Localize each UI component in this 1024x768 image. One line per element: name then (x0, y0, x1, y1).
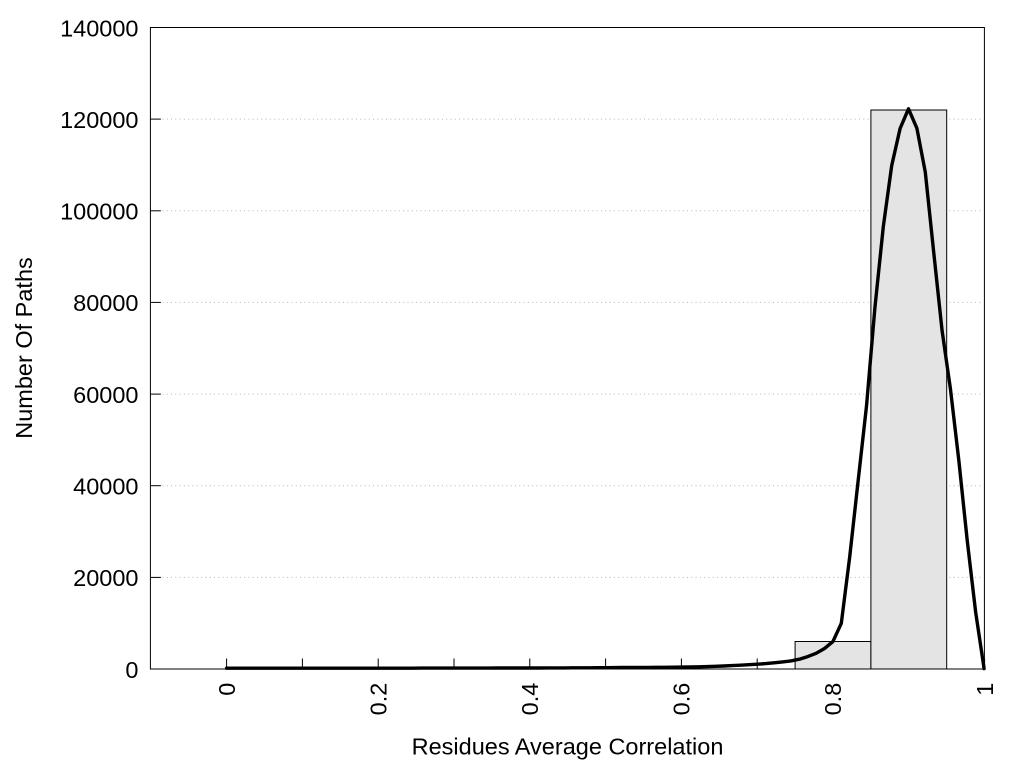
svg-text:Residues Average Correlation: Residues Average Correlation (412, 734, 724, 760)
svg-text:60000: 60000 (73, 382, 138, 408)
svg-text:80000: 80000 (73, 290, 138, 316)
svg-text:Number Of Paths: Number Of Paths (11, 257, 37, 439)
svg-text:0: 0 (125, 657, 138, 683)
svg-text:20000: 20000 (73, 565, 138, 591)
svg-text:0.4: 0.4 (517, 683, 543, 716)
svg-text:120000: 120000 (60, 107, 138, 133)
svg-text:100000: 100000 (60, 199, 138, 225)
svg-text:0.8: 0.8 (820, 683, 846, 716)
svg-text:0.2: 0.2 (365, 683, 391, 716)
svg-text:40000: 40000 (73, 474, 138, 500)
svg-text:0: 0 (214, 683, 240, 696)
svg-text:1: 1 (972, 683, 998, 696)
svg-text:140000: 140000 (60, 15, 138, 41)
svg-text:0.6: 0.6 (669, 683, 695, 716)
